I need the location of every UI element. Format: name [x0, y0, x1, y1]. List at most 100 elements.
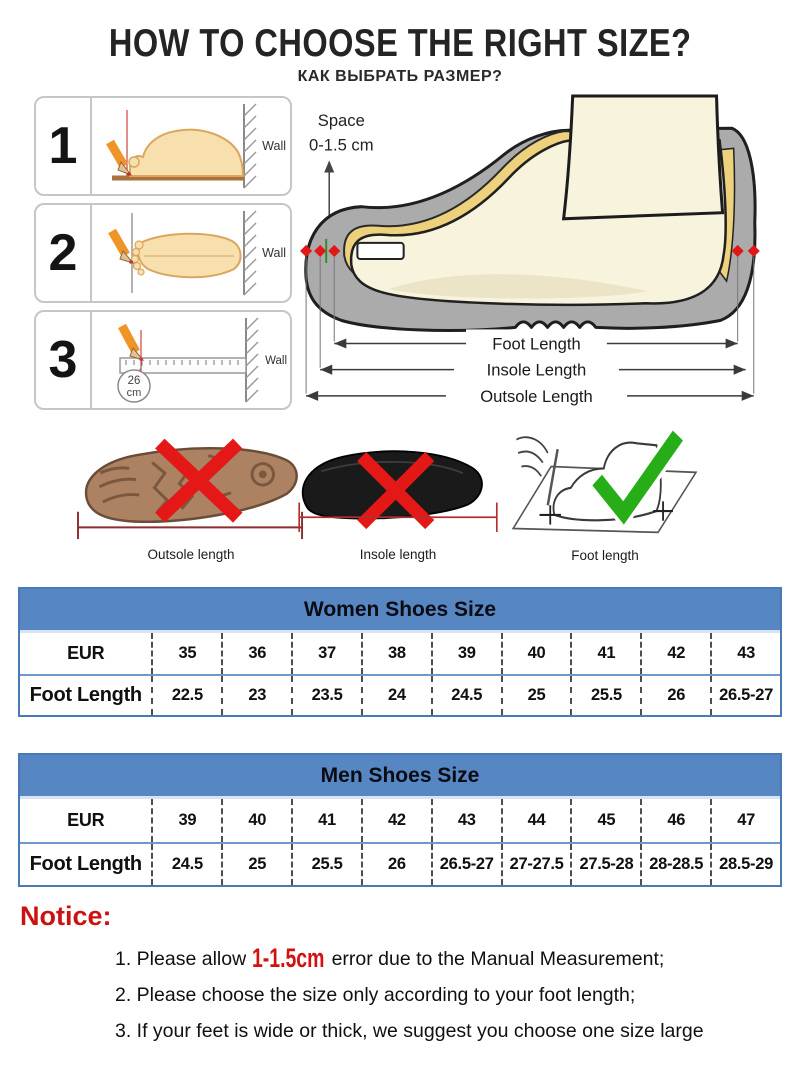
space-label: Space [318, 111, 365, 130]
pencil-icon [106, 139, 133, 177]
size-cell: 25 [500, 676, 571, 715]
hand-with-pencil [516, 436, 559, 506]
notice-item-1-prefix: 1. Please allow [115, 948, 252, 970]
size-cell: 40 [500, 633, 571, 674]
size-cell: 43 [710, 633, 780, 674]
women-foot-length-row: Foot Length 22.5 23 23.5 24 24.5 25 25.5… [20, 674, 780, 715]
step-number: 3 [36, 312, 92, 408]
foot-measuring-illustration [511, 428, 698, 534]
ruler [119, 357, 247, 374]
pencil-icon [108, 228, 135, 264]
arch-shading [388, 274, 648, 299]
wall-hatching [243, 210, 257, 296]
notice-item-2: 2. Please choose the size only according… [115, 984, 636, 1006]
women-eur-row: EUR 35 36 37 38 39 40 41 42 43 [20, 633, 780, 674]
header: HOW TO CHOOSE THE RIGHT SIZE? КАК ВЫБРАТ… [0, 22, 800, 86]
wall-label: Wall [262, 139, 286, 153]
check-mark-icon [589, 428, 686, 531]
men-foot-length-row: Foot Length 24.5 25 25.5 26 26.5-27 27-2… [20, 842, 780, 885]
step-1-illustration: Wall [106, 103, 286, 189]
size-cell: 25.5 [570, 676, 640, 715]
dimension-outsole-length: Outsole Length [306, 381, 754, 408]
notice-heading: Notice: [20, 901, 112, 931]
row-label: EUR [67, 643, 105, 663]
notice-item-1: 1. Please allow 1-1.5cm error due to the… [115, 940, 780, 977]
pencil-icon [118, 323, 145, 361]
svg-text:Foot Length: Foot Length [492, 335, 580, 354]
shoe-cross-section-diagram: Space 0-1.5 cm [300, 94, 760, 408]
notice-item-3: 3. If your feet is wide or thick, we sug… [115, 1020, 704, 1042]
size-cell: 27-27.5 [500, 844, 571, 885]
measurement-callout: 26 cm [117, 364, 151, 403]
men-table-title: Men Shoes Size [20, 755, 780, 799]
dimension-insole-length: Insole Length [320, 355, 746, 382]
foot-length-example: Foot length [500, 424, 710, 563]
step-number: 2 [36, 205, 92, 301]
men-size-table: Men Shoes Size EUR 39 40 41 42 43 44 45 … [18, 753, 782, 887]
svg-text:Outsole Length: Outsole Length [480, 387, 592, 406]
outsole-illustration [77, 438, 304, 540]
wall-label: Wall [265, 355, 287, 367]
foot-side-view [129, 128, 245, 177]
size-cell: 39 [430, 633, 501, 674]
wall-hatching [245, 317, 259, 403]
insole-illustration [298, 450, 498, 532]
row-label: EUR [67, 810, 105, 830]
size-cell: 22.5 [151, 676, 221, 715]
size-cell: 43 [430, 799, 501, 842]
size-cell: 42 [360, 799, 431, 842]
size-cell: 25 [221, 844, 291, 885]
outsole-caption: Outsole length [147, 547, 235, 562]
step-3-card: 3 Wall [34, 310, 292, 410]
size-cell: 40 [221, 799, 291, 842]
size-cell: 45 [570, 799, 640, 842]
space-value: 0-1.5 cm [309, 135, 374, 154]
size-cell: 37 [291, 633, 361, 674]
size-cell: 26.5-27 [430, 844, 501, 885]
size-cell: 38 [360, 633, 431, 674]
women-table-title: Women Shoes Size [20, 589, 780, 633]
cross-mark-icon [357, 452, 435, 530]
size-cell: 24.5 [430, 676, 501, 715]
size-cell: 46 [640, 799, 710, 842]
step-2-card: 2 Wall [34, 203, 292, 303]
size-cell: 24.5 [151, 844, 221, 885]
size-cell: 44 [500, 799, 571, 842]
page-title: HOW TO CHOOSE THE RIGHT SIZE? [108, 22, 692, 65]
row-label: Foot Length [29, 684, 143, 706]
size-cell: 28.5-29 [710, 844, 780, 885]
size-cell: 36 [221, 633, 291, 674]
measuring-steps: 1 Wall [34, 96, 292, 417]
size-cell: 27.5-28 [570, 844, 640, 885]
insole-example: Insole length [290, 431, 506, 562]
leg [561, 94, 725, 221]
size-cell: 47 [710, 799, 780, 842]
size-cell: 41 [291, 799, 361, 842]
women-size-table: Women Shoes Size EUR 35 36 37 38 39 40 4… [18, 587, 782, 717]
notice-list: 1. Please allow 1-1.5cm error due to the… [20, 940, 780, 1049]
guide-lines [305, 256, 755, 394]
insole-caption: Insole length [359, 547, 437, 562]
toe-nail [356, 241, 405, 261]
size-cell: 35 [151, 633, 221, 674]
size-cell: 23.5 [291, 676, 361, 715]
step-1-card: 1 Wall [34, 96, 292, 196]
size-cell: 42 [640, 633, 710, 674]
foot-length-caption: Foot length [571, 548, 639, 563]
men-eur-row: EUR 39 40 41 42 43 44 45 46 47 [20, 799, 780, 842]
dimension-foot-length: Foot Length [334, 329, 738, 356]
length-line [77, 511, 304, 540]
size-cell: 24 [360, 676, 431, 715]
step-2-illustration: Wall [108, 210, 286, 296]
cross-mark-icon [155, 438, 243, 523]
size-cell: 25.5 [291, 844, 361, 885]
notice-item-1-suffix: error due to the Manual Measurement; [326, 948, 665, 970]
notice-section: Notice: 1. Please allow 1-1.5cm error du… [20, 901, 780, 1049]
length-line [298, 502, 498, 532]
svg-text:Insole Length: Insole Length [487, 361, 587, 380]
size-cell: 41 [570, 633, 640, 674]
wall-hatching [243, 103, 257, 189]
size-cell: 39 [151, 799, 221, 842]
svg-text:26: 26 [128, 375, 141, 387]
size-cell: 23 [221, 676, 291, 715]
